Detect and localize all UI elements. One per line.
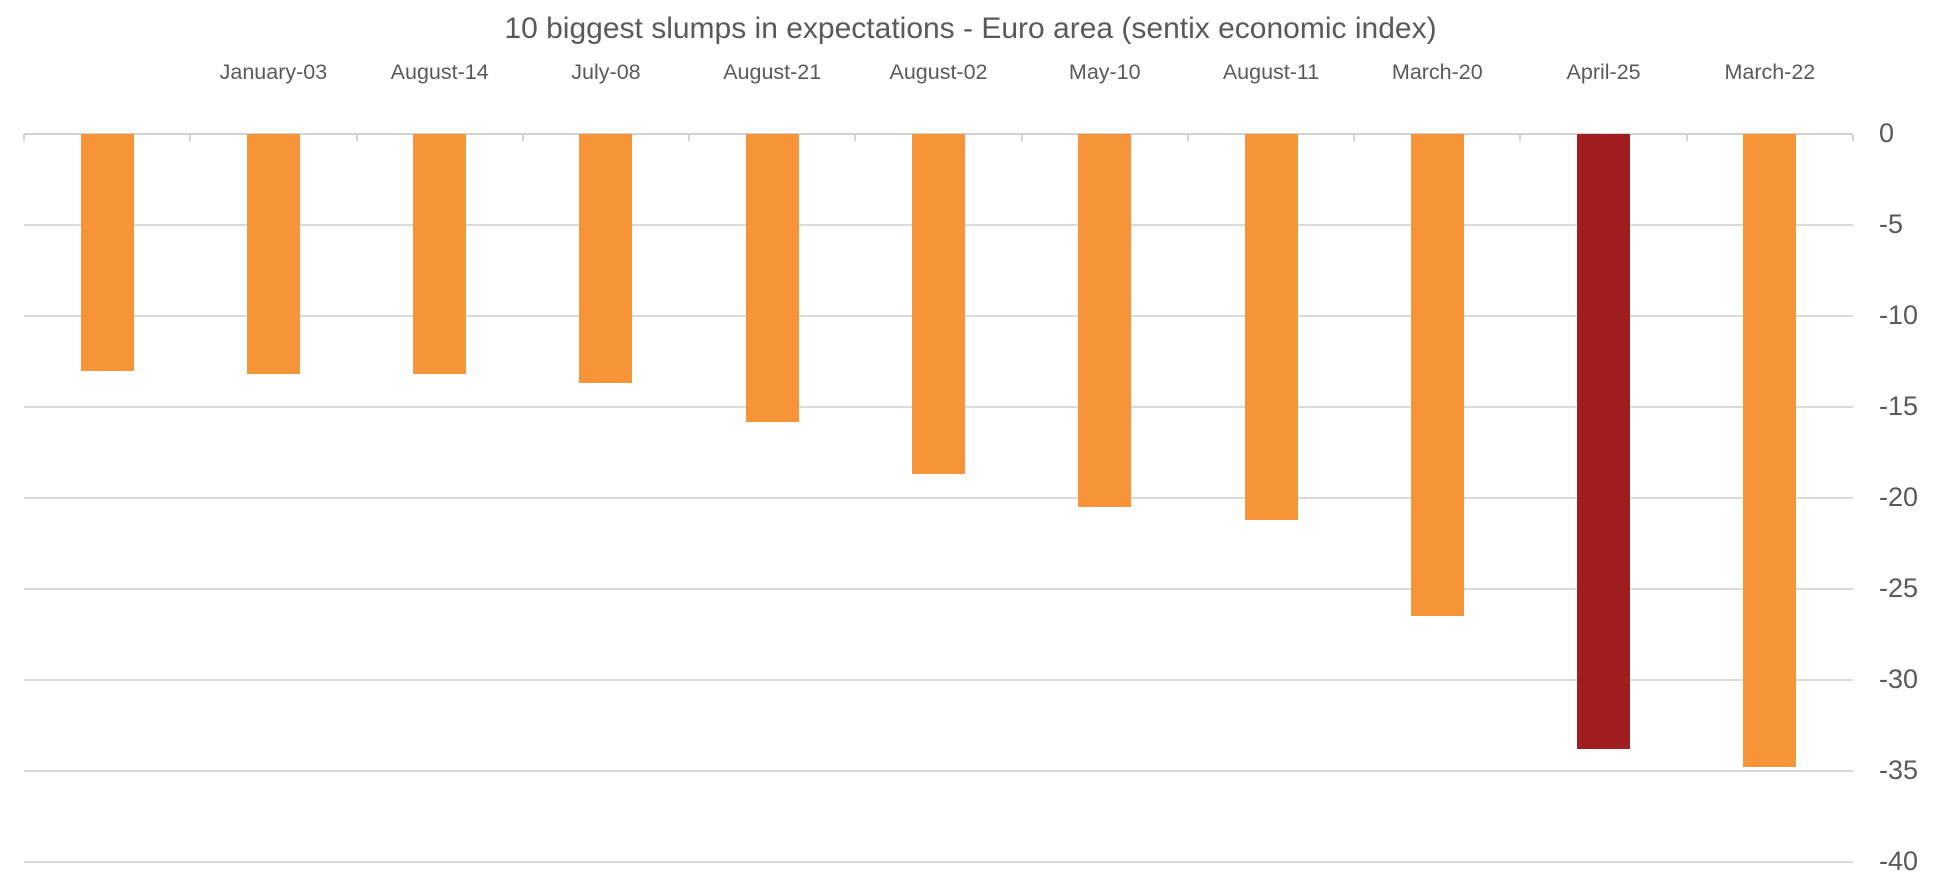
y-axis-tick-label: -30 [1879, 664, 1919, 694]
chart-border-right [1936, 0, 1938, 894]
y-axis-tick-label: -40 [1879, 846, 1919, 876]
bar [413, 134, 467, 374]
chart-title: 10 biggest slumps in expectations - Euro… [504, 12, 1437, 45]
category-label: April-25 [1566, 60, 1641, 84]
y-axis-tick-label: -5 [1879, 209, 1904, 239]
axis-tick [688, 134, 691, 141]
gridline [24, 861, 1853, 863]
gridline [24, 497, 1853, 499]
axis-tick [521, 134, 524, 141]
axis-tick [189, 134, 192, 141]
bar [246, 134, 300, 374]
bar [1244, 134, 1298, 520]
bar [80, 134, 134, 371]
category-label: July-08 [571, 60, 641, 84]
gridline [24, 588, 1853, 590]
axis-tick [1186, 134, 1189, 141]
y-axis-tick-label: -10 [1879, 300, 1919, 330]
chart-border-left [0, 0, 2, 865]
y-axis-tick-label: -25 [1879, 573, 1919, 603]
bar [1743, 134, 1797, 767]
bar [912, 134, 965, 474]
axis-tick [1020, 134, 1023, 141]
y-axis-tick-label: -15 [1879, 391, 1919, 421]
bar [579, 134, 633, 383]
chart-border-bottom [0, 889, 1941, 891]
bar [1410, 134, 1464, 616]
bar [745, 134, 799, 422]
gridline [24, 770, 1853, 772]
axis-tick [1353, 134, 1356, 141]
category-label: January-03 [219, 60, 328, 84]
axis-tick [355, 134, 358, 141]
axis-tick [23, 134, 25, 141]
bar [1078, 134, 1132, 507]
category-label: August-21 [723, 60, 822, 84]
y-axis-tick-label: -35 [1879, 755, 1919, 785]
axis-tick [1519, 134, 1522, 141]
bar [1577, 134, 1631, 749]
y-axis-tick-label: 0 [1879, 118, 1895, 148]
axis-tick [854, 134, 857, 141]
gridline [24, 679, 1853, 681]
category-label: March-22 [1724, 60, 1816, 84]
axis-tick [1685, 134, 1688, 141]
category-label: August-02 [889, 60, 988, 84]
y-axis-tick-label: -20 [1879, 482, 1919, 512]
axis-tick [1852, 134, 1854, 141]
category-label: May-10 [1068, 60, 1141, 84]
category-label: August-11 [1222, 60, 1320, 84]
category-label: March-20 [1391, 60, 1483, 84]
category-label: August-14 [390, 60, 489, 84]
